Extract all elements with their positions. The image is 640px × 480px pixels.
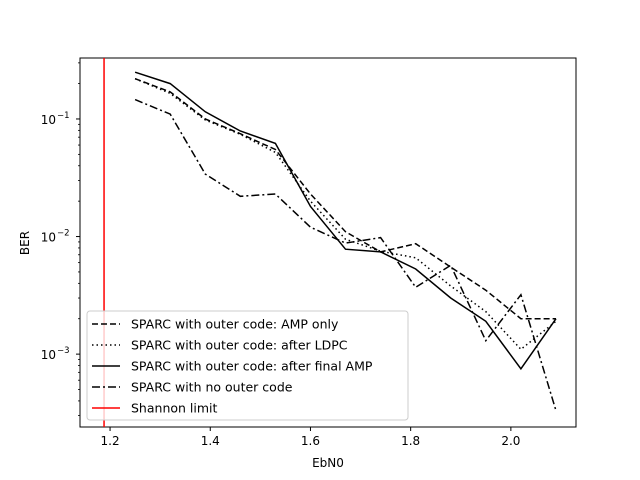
x-tick-label: 1.2	[101, 434, 120, 448]
y-tick-exponent: −2	[57, 229, 70, 239]
legend-label: Shannon limit	[131, 401, 218, 416]
series-layer	[134, 71, 557, 411]
y-tick-label: 10	[41, 348, 56, 362]
x-tick-label: 1.8	[401, 434, 420, 448]
legend-label: SPARC with outer code: after final AMP	[131, 359, 373, 374]
x-axis-label: EbN0	[312, 456, 344, 470]
plot-frame	[79, 57, 577, 428]
series-line-4	[134, 98, 557, 411]
series-line-3	[134, 71, 557, 371]
series-line-2	[134, 78, 557, 351]
legend-label: SPARC with outer code: after LDPC	[131, 338, 348, 353]
legend-box	[86, 310, 409, 421]
y-tick-exponent: −1	[57, 111, 70, 121]
y-axis: 10−310−210−1	[41, 62, 80, 417]
y-tick-exponent: −3	[57, 346, 70, 356]
y-tick-label: 10	[41, 113, 56, 127]
y-axis-label: BER	[18, 231, 32, 255]
x-tick-label: 1.6	[301, 434, 320, 448]
y-tick-label: 10	[41, 231, 56, 245]
legend-label: SPARC with no outer code	[131, 380, 293, 395]
legend-label: SPARC with outer code: AMP only	[131, 317, 339, 332]
legend: SPARC with outer code: AMP only SPARC wit…	[86, 310, 409, 421]
x-tick-label: 2.0	[501, 434, 520, 448]
series-line-1	[134, 77, 556, 320]
x-tick-label: 1.4	[201, 434, 220, 448]
x-axis: 1.2 1.4 1.6 1.8 2.0	[101, 427, 520, 448]
